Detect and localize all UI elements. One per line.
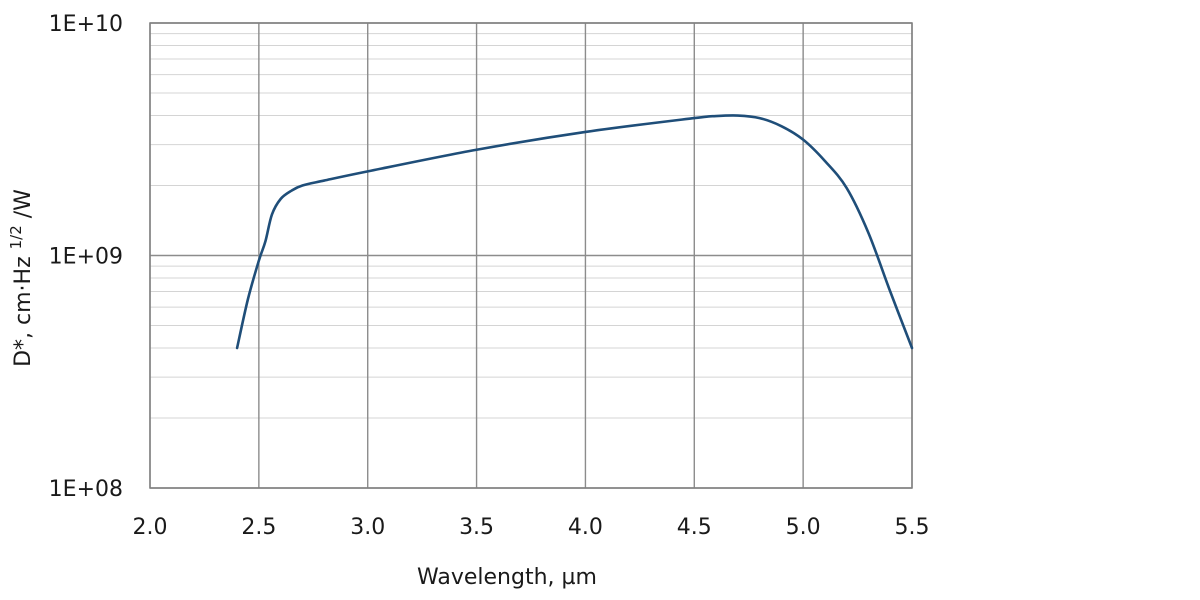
x-tick-label: 5.5 — [895, 515, 930, 540]
x-tick-label: 4.5 — [677, 515, 712, 540]
y-axis-label: D*, cm·Hz 1/2 /W — [2, 189, 36, 367]
x-tick-label: 3.5 — [459, 515, 494, 540]
y-tick-label: 1E+09 — [49, 245, 123, 270]
minor-gridlines — [150, 33, 912, 419]
x-tick-label: 2.5 — [241, 515, 276, 540]
x-tick-label: 5.0 — [786, 515, 821, 540]
x-axis-label: Wavelength, µm — [417, 565, 597, 590]
y-axis-label-suffix: /W — [11, 189, 36, 218]
y-axis-label-superscript: 1/2 — [7, 225, 25, 249]
series-line — [235, 114, 914, 350]
x-tick-labels: 2.0 2.5 3.0 3.5 4.0 4.5 5.0 5.5 — [133, 515, 930, 540]
y-axis-label-main: D*, cm·Hz — [11, 256, 36, 367]
x-tick-label: 2.0 — [133, 515, 168, 540]
x-tick-label: 3.0 — [350, 515, 385, 540]
y-tick-label: 1E+10 — [49, 12, 123, 37]
plot-area-border — [149, 22, 913, 489]
x-tick-label: 4.0 — [568, 515, 603, 540]
y-tick-label: 1E+08 — [49, 477, 123, 502]
y-tick-labels: 1E+08 1E+09 1E+10 — [49, 12, 123, 502]
